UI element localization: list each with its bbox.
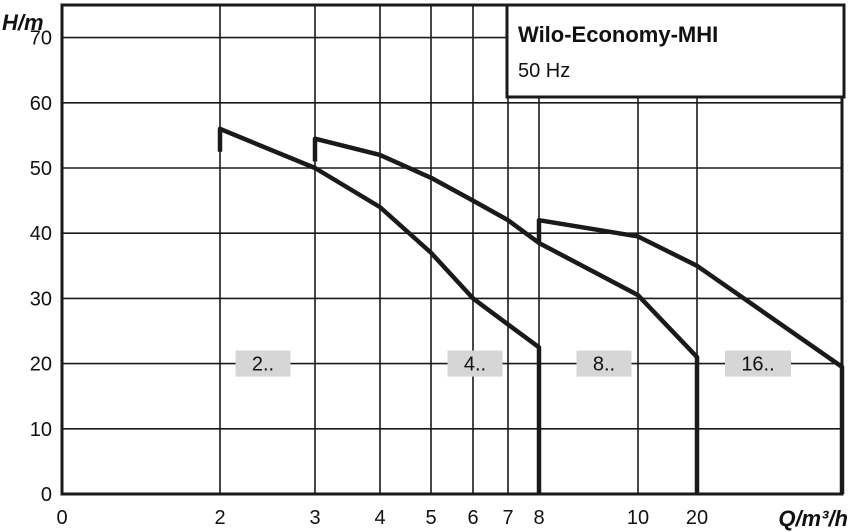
x-tick-7: 7 [502, 507, 513, 529]
curve-8 [312, 136, 700, 494]
y-tick-0: 0 [41, 484, 52, 506]
grid [60, 3, 844, 496]
tick-labels: 0 10 20 30 40 50 60 70 0 2 3 4 5 6 7 8 10 20 [30, 28, 708, 529]
region-label-bg-3 [725, 350, 791, 377]
x-tick-2: 2 [214, 507, 225, 529]
region-label-bg-1 [447, 350, 503, 377]
chart-title: Wilo-Economy-MHI [518, 22, 718, 47]
region-label-bg-0 [235, 350, 291, 377]
x-tick-4: 4 [374, 507, 385, 529]
y-tick-60: 60 [30, 93, 52, 115]
region-labels: 2.. 4.. 8.. 16.. [235, 350, 791, 377]
y-tick-20: 20 [30, 354, 52, 376]
plot-frame [60, 3, 844, 496]
curve-lines [217, 126, 845, 494]
x-axis-label: Q/m³/h [778, 506, 848, 531]
curve-16 [536, 217, 845, 494]
region-label-3: 16.. [741, 354, 774, 376]
y-tick-10: 10 [30, 419, 52, 441]
chart-subtitle: 50 Hz [518, 60, 570, 82]
y-tick-30: 30 [30, 288, 52, 310]
title-box [505, 3, 846, 99]
x-tick-20: 20 [686, 507, 708, 529]
y-tick-40: 40 [30, 223, 52, 245]
x-tick-3: 3 [309, 507, 320, 529]
x-tick-0: 0 [56, 507, 67, 529]
x-tick-6: 6 [467, 507, 478, 529]
x-tick-5: 5 [425, 507, 436, 529]
x-tick-10: 10 [627, 507, 649, 529]
region-label-2: 8.. [593, 354, 615, 376]
region-label-bg-2 [576, 350, 632, 377]
x-tick-8: 8 [533, 507, 544, 529]
y-tick-70: 70 [30, 28, 52, 50]
y-axis-label: H/m [2, 10, 44, 35]
y-tick-50: 50 [30, 158, 52, 180]
region-label-0: 2.. [252, 354, 274, 376]
curve-4 [217, 126, 542, 494]
region-label-1: 4.. [464, 354, 486, 376]
